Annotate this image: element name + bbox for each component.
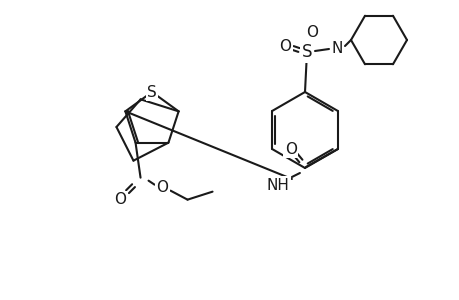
Text: S: S <box>301 43 312 61</box>
Text: N: N <box>330 40 342 56</box>
Text: S: S <box>147 85 157 100</box>
Text: O: O <box>284 142 296 157</box>
Text: O: O <box>279 38 291 53</box>
Text: NH: NH <box>266 178 289 193</box>
Text: O: O <box>305 25 317 40</box>
Text: O: O <box>156 180 168 195</box>
Text: O: O <box>114 192 126 207</box>
